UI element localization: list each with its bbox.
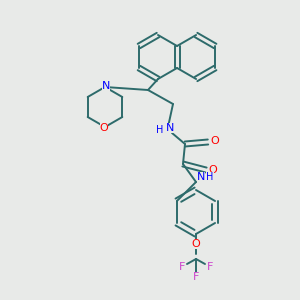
Text: H: H bbox=[206, 172, 214, 182]
Text: N: N bbox=[166, 123, 174, 133]
Text: F: F bbox=[207, 262, 213, 272]
Text: F: F bbox=[179, 262, 185, 272]
Text: N: N bbox=[197, 172, 205, 182]
Text: H: H bbox=[156, 125, 164, 135]
Text: O: O bbox=[211, 136, 219, 146]
Text: O: O bbox=[208, 165, 217, 175]
Text: F: F bbox=[193, 272, 199, 282]
Text: O: O bbox=[192, 239, 200, 249]
Text: O: O bbox=[100, 123, 108, 133]
Text: N: N bbox=[102, 81, 110, 91]
